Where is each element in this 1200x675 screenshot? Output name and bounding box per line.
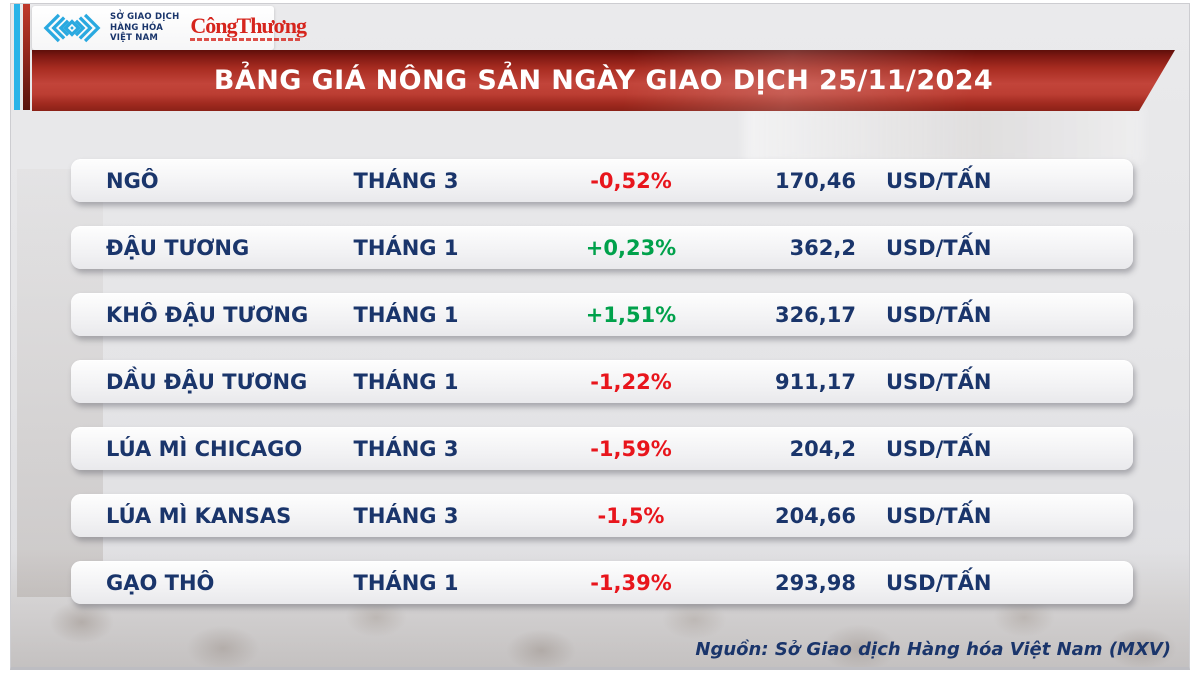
price-unit: USD/TẤN xyxy=(886,503,992,528)
table-row: NGÔ THÁNG 3 -0,52% 170,46 USD/TẤN xyxy=(71,159,1133,202)
contract-month: THÁNG 3 xyxy=(353,436,459,461)
infographic-background: SỞ GIAO DỊCH HÀNG HÓA VIỆT NAM CôngThươn… xyxy=(10,3,1190,670)
commodity-name: LÚA MÌ KANSAS xyxy=(106,503,292,528)
price-unit: USD/TẤN xyxy=(886,570,992,595)
price-unit: USD/TẤN xyxy=(886,369,992,394)
change-percent: -1,39% xyxy=(590,570,672,595)
source-note: Nguồn: Sở Giao dịch Hàng hóa Việt Nam (M… xyxy=(695,639,1171,660)
price-value: 204,66 xyxy=(774,503,856,528)
commodity-name: DẦU ĐẬU TƯƠNG xyxy=(106,369,308,394)
logo-bar: SỞ GIAO DỊCH HÀNG HÓA VIỆT NAM CôngThươn… xyxy=(32,6,307,50)
table-row: ĐẬU TƯƠNG THÁNG 1 +0,23% 362,2 USD/TẤN xyxy=(71,226,1133,269)
price-value: 170,46 xyxy=(774,168,856,193)
table-row: DẦU ĐẬU TƯƠNG THÁNG 1 -1,22% 911,17 USD/… xyxy=(71,360,1133,403)
price-value: 326,17 xyxy=(774,302,856,327)
contract-month: THÁNG 1 xyxy=(353,570,459,595)
change-percent: +1,51% xyxy=(585,302,677,327)
change-percent: -1,22% xyxy=(590,369,672,394)
price-table: NGÔ THÁNG 3 -0,52% 170,46 USD/TẤN ĐẬU TƯ… xyxy=(71,159,1133,628)
congthuong-logo: CôngThương xyxy=(190,13,307,41)
table-row: GẠO THÔ THÁNG 1 -1,39% 293,98 USD/TẤN xyxy=(71,561,1133,604)
commodity-name: GẠO THÔ xyxy=(106,570,215,595)
decor-stripe-cyan xyxy=(14,4,20,110)
title-banner: BẢNG GIÁ NÔNG SẢN NGÀY GIAO DỊCH 25/11/2… xyxy=(32,50,1175,111)
price-unit: USD/TẤN xyxy=(886,436,992,461)
page-title: BẢNG GIÁ NÔNG SẢN NGÀY GIAO DỊCH 25/11/2… xyxy=(213,65,994,96)
price-value: 362,2 xyxy=(789,235,856,260)
contract-month: THÁNG 3 xyxy=(353,168,459,193)
change-percent: -0,52% xyxy=(590,168,672,193)
price-unit: USD/TẤN xyxy=(886,235,992,260)
price-value: 293,98 xyxy=(774,570,856,595)
mxv-line-1: SỞ GIAO DỊCH xyxy=(110,12,180,23)
contract-month: THÁNG 3 xyxy=(353,503,459,528)
commodity-name: ĐẬU TƯƠNG xyxy=(106,235,250,260)
commodity-name: LÚA MÌ CHICAGO xyxy=(106,436,303,461)
decor-stripe-maroon xyxy=(23,4,30,110)
commodity-name: KHÔ ĐẬU TƯƠNG xyxy=(106,302,309,327)
table-row: KHÔ ĐẬU TƯƠNG THÁNG 1 +1,51% 326,17 USD/… xyxy=(71,293,1133,336)
mxv-logo-text: SỞ GIAO DỊCH HÀNG HÓA VIỆT NAM xyxy=(110,12,179,43)
change-percent: +0,23% xyxy=(585,235,677,260)
background-photo-topright xyxy=(744,106,1144,164)
congthuong-tagline-bar xyxy=(190,38,302,41)
change-percent: -1,59% xyxy=(590,436,672,461)
price-unit: USD/TẤN xyxy=(886,302,992,327)
price-unit: USD/TẤN xyxy=(886,168,992,193)
contract-month: THÁNG 1 xyxy=(353,302,459,327)
contract-month: THÁNG 1 xyxy=(353,235,459,260)
commodity-name: NGÔ xyxy=(106,168,159,193)
congthuong-logo-text: CôngThương xyxy=(190,13,307,38)
table-row: LÚA MÌ CHICAGO THÁNG 3 -1,59% 204,2 USD/… xyxy=(71,427,1133,470)
mxv-line-2: HÀNG HÓA xyxy=(110,22,164,33)
contract-month: THÁNG 1 xyxy=(353,369,459,394)
mxv-diamond-chevrons-icon xyxy=(43,13,101,43)
table-row: LÚA MÌ KANSAS THÁNG 3 -1,5% 204,66 USD/T… xyxy=(71,494,1133,537)
price-value: 204,2 xyxy=(789,436,856,461)
price-value: 911,17 xyxy=(774,369,856,394)
mxv-line-3: VIỆT NAM xyxy=(110,33,159,44)
change-percent: -1,5% xyxy=(597,503,665,528)
